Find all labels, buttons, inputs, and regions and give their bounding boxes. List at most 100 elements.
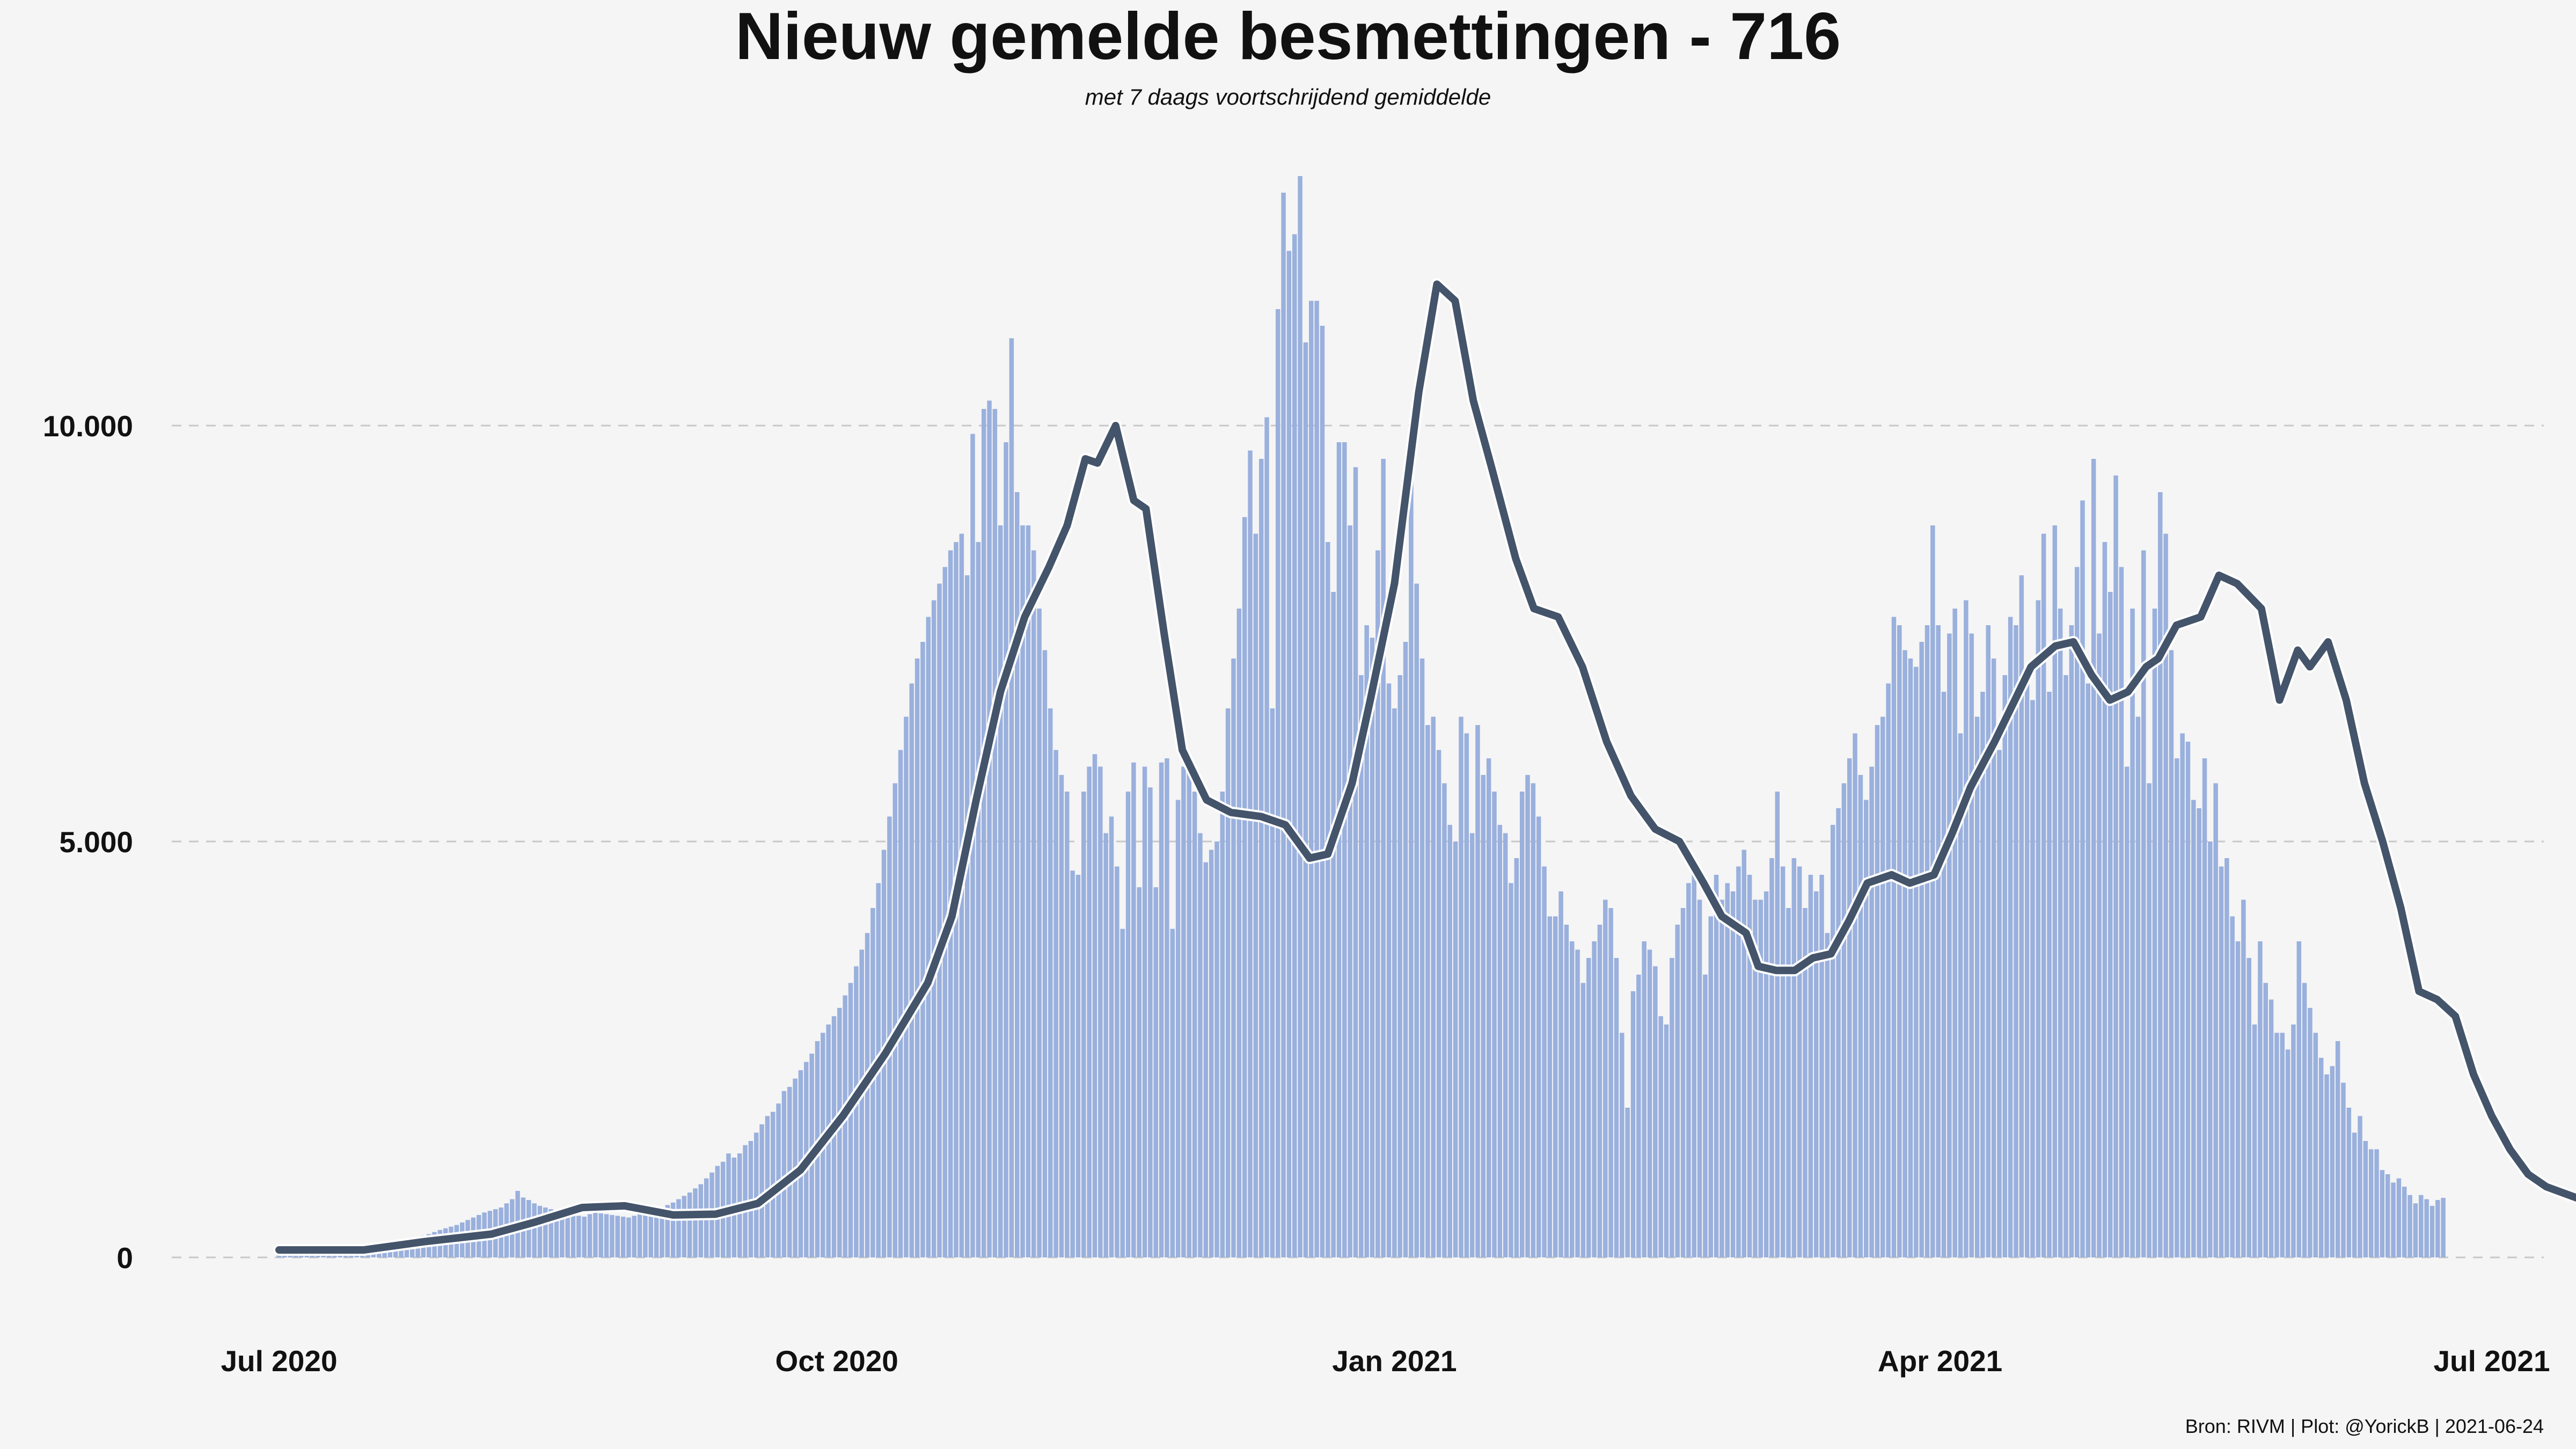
bar bbox=[1836, 808, 1841, 1257]
bar bbox=[1009, 338, 1014, 1257]
bar bbox=[1630, 991, 1636, 1257]
bar bbox=[2125, 766, 2129, 1257]
bar bbox=[1486, 758, 1491, 1257]
bar bbox=[1991, 658, 1996, 1257]
bar bbox=[1236, 609, 1242, 1257]
x-axis: Jul 2020 Oct 2020 Jan 2021 Apr 2021 Jul 2021 bbox=[221, 1344, 2550, 1378]
bar bbox=[765, 1116, 770, 1257]
bar bbox=[1875, 725, 1880, 1257]
bar bbox=[926, 617, 931, 1257]
bar bbox=[654, 1209, 659, 1257]
bar bbox=[2385, 1174, 2390, 1257]
bar bbox=[1708, 916, 1713, 1257]
bar bbox=[1386, 683, 1392, 1257]
bar bbox=[1620, 1033, 1624, 1257]
bar bbox=[1065, 792, 1070, 1257]
bar bbox=[1436, 750, 1441, 1257]
bar bbox=[587, 1214, 592, 1257]
bar bbox=[2141, 550, 2146, 1257]
bar bbox=[1558, 891, 1563, 1257]
bar bbox=[2119, 567, 2124, 1257]
bar bbox=[2313, 1033, 2318, 1257]
bar bbox=[2052, 525, 2058, 1257]
bar bbox=[781, 1091, 787, 1257]
bar bbox=[604, 1214, 609, 1257]
bar bbox=[1447, 825, 1452, 1257]
y-axis: 0 5.000 10.000 bbox=[43, 409, 133, 1275]
bar bbox=[560, 1212, 565, 1257]
bar bbox=[2219, 866, 2224, 1257]
bar bbox=[1320, 326, 1325, 1257]
y-tick-label: 0 bbox=[116, 1241, 133, 1275]
bar bbox=[1225, 708, 1231, 1257]
bar bbox=[665, 1205, 670, 1257]
bar bbox=[1986, 625, 1990, 1257]
bar bbox=[1514, 858, 1519, 1257]
bar bbox=[1730, 891, 1736, 1257]
bar bbox=[1936, 625, 1941, 1257]
bar bbox=[2268, 999, 2274, 1257]
bar bbox=[537, 1205, 543, 1257]
bar bbox=[2407, 1195, 2412, 1257]
bar bbox=[1359, 675, 1364, 1257]
bar bbox=[2091, 459, 2096, 1257]
bar bbox=[2274, 1033, 2279, 1257]
bar bbox=[1924, 625, 1930, 1257]
bar bbox=[698, 1184, 704, 1257]
bar bbox=[2130, 609, 2135, 1257]
bar bbox=[1048, 708, 1053, 1257]
bar bbox=[1370, 638, 1375, 1257]
bar bbox=[1475, 725, 1480, 1257]
bar bbox=[976, 542, 981, 1257]
bar bbox=[1570, 941, 1575, 1257]
bar bbox=[1464, 733, 1469, 1257]
bar bbox=[2069, 625, 2074, 1257]
bar bbox=[2158, 492, 2163, 1257]
bar bbox=[904, 716, 909, 1257]
bar bbox=[1670, 958, 1674, 1257]
bar bbox=[754, 1132, 759, 1257]
bar bbox=[1636, 975, 1641, 1257]
bar bbox=[937, 583, 942, 1257]
bar bbox=[2063, 675, 2068, 1257]
bar bbox=[898, 750, 903, 1257]
bar bbox=[2308, 1008, 2312, 1257]
bar bbox=[2085, 683, 2091, 1257]
bar bbox=[2391, 1182, 2396, 1257]
x-tick-label: Oct 2020 bbox=[775, 1344, 898, 1378]
bar bbox=[1148, 787, 1153, 1257]
x-tick-label: Jul 2020 bbox=[221, 1344, 337, 1378]
bar bbox=[1597, 925, 1602, 1257]
bar bbox=[1808, 875, 1813, 1257]
bar bbox=[1214, 841, 1219, 1257]
bar bbox=[1481, 775, 1486, 1257]
bar bbox=[1059, 775, 1064, 1257]
bar bbox=[1309, 301, 1314, 1257]
bar bbox=[1492, 792, 1497, 1257]
bar bbox=[1469, 833, 1475, 1257]
bar bbox=[1969, 633, 1974, 1257]
chart-subtitle: met 7 daags voortschrijdend gemiddelde bbox=[1085, 84, 1491, 109]
bar bbox=[532, 1203, 537, 1257]
bar bbox=[615, 1216, 620, 1257]
bar bbox=[1675, 925, 1680, 1257]
y-tick-label: 10.000 bbox=[43, 409, 133, 443]
bar bbox=[870, 908, 875, 1257]
bar bbox=[2296, 941, 2302, 1257]
bar bbox=[2302, 983, 2307, 1257]
bar bbox=[1170, 928, 1175, 1257]
bar bbox=[1004, 442, 1008, 1257]
bar bbox=[626, 1217, 631, 1257]
bar bbox=[1275, 309, 1280, 1257]
bar bbox=[2318, 1058, 2324, 1257]
bar bbox=[2047, 692, 2052, 1257]
bar bbox=[2429, 1205, 2435, 1257]
bar bbox=[1375, 550, 1380, 1257]
bar bbox=[1919, 642, 1924, 1257]
bar bbox=[1786, 908, 1791, 1257]
bar bbox=[998, 525, 1003, 1257]
bar bbox=[2024, 667, 2030, 1257]
bar bbox=[1647, 949, 1652, 1257]
bar bbox=[1914, 667, 1919, 1257]
